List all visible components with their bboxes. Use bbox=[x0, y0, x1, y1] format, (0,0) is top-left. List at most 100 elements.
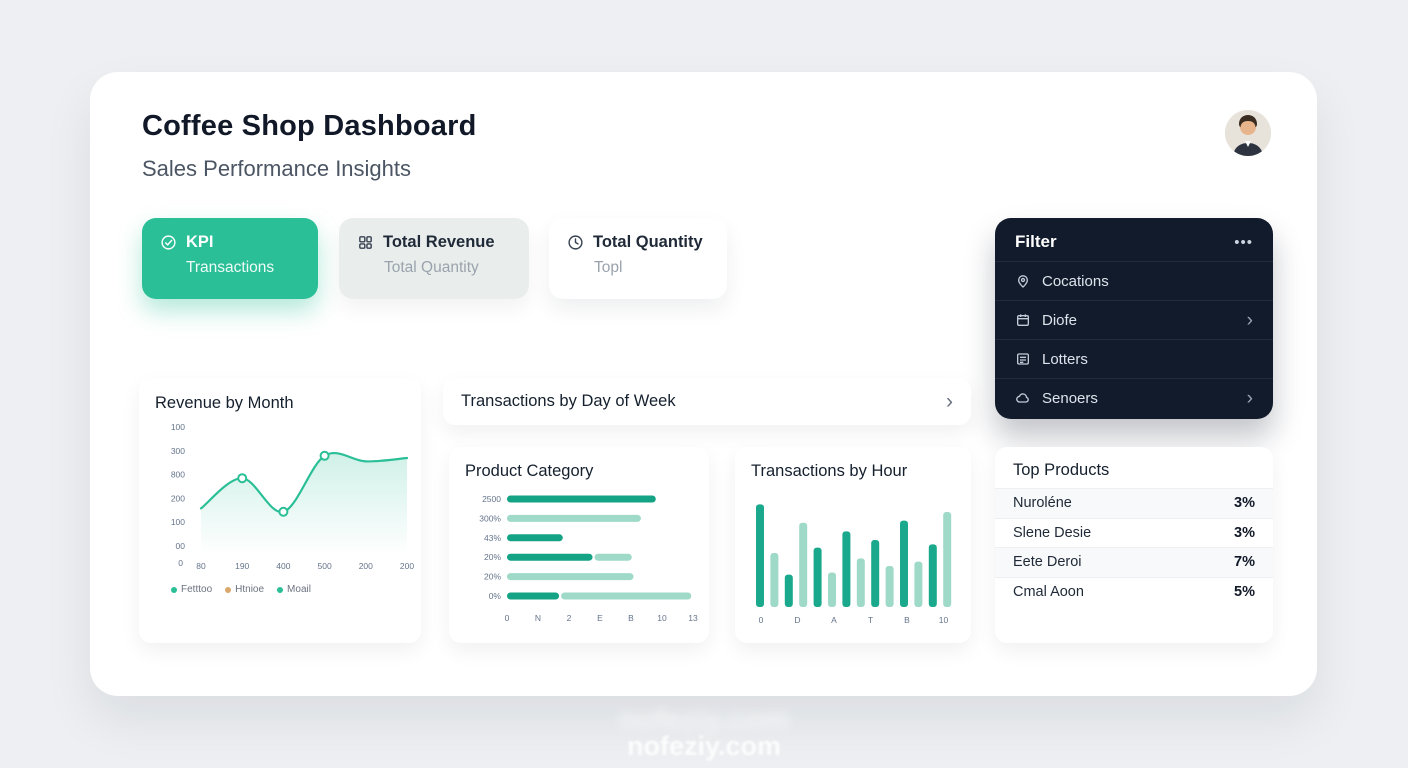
revenue-by-month-panel: Revenue by Month 100 300 800 200 100 00 0 80 190… bbox=[139, 378, 421, 643]
filter-item-senders[interactable]: Senoers › bbox=[995, 378, 1273, 417]
svg-text:100: 100 bbox=[171, 422, 185, 432]
ellipsis-menu-icon[interactable]: ••• bbox=[1234, 233, 1253, 251]
svg-text:B: B bbox=[628, 613, 634, 623]
product-category-panel: Product Category 2500 300% 43% 20% 20% 0% 0 N 2 E… bbox=[449, 447, 709, 643]
svg-text:300: 300 bbox=[171, 446, 185, 456]
svg-text:20%: 20% bbox=[484, 552, 501, 562]
panel-title: Transactions by Hour bbox=[751, 462, 908, 480]
dashboard-card: Coffee Shop Dashboard Sales Performance … bbox=[90, 72, 1317, 696]
kpi-card-transactions[interactable]: KPI Transactions bbox=[142, 218, 318, 299]
location-pin-icon bbox=[1015, 273, 1031, 289]
top-product-row: Cmal Aoon 5% bbox=[995, 576, 1273, 607]
filter-item-date[interactable]: Diofe › bbox=[995, 300, 1273, 339]
calendar-icon bbox=[1015, 312, 1031, 328]
filter-item-locations[interactable]: Cocations bbox=[995, 261, 1273, 300]
svg-text:2: 2 bbox=[567, 613, 572, 623]
hour-bar-chart: 0 D A T B 10 bbox=[751, 485, 971, 632]
svg-text:300%: 300% bbox=[479, 513, 501, 523]
badge-check-icon bbox=[160, 234, 177, 251]
svg-text:E: E bbox=[597, 613, 603, 623]
filter-item-label: Diofe bbox=[1042, 311, 1078, 329]
top-product-row: Nuroléne 3% bbox=[995, 488, 1273, 518]
top-product-row: Eete Deroi 7% bbox=[995, 547, 1273, 577]
chevron-right-icon[interactable]: › bbox=[946, 389, 953, 413]
filter-item-label: Senoers bbox=[1042, 389, 1098, 407]
clock-icon bbox=[567, 234, 584, 251]
legend-label: Htnioe bbox=[235, 584, 265, 595]
watermark-smudge: nofeziy.com bbox=[618, 703, 790, 736]
kpi-subtitle: Total Quantity bbox=[384, 259, 479, 276]
svg-text:10: 10 bbox=[657, 613, 667, 623]
legend-label: Moail bbox=[287, 584, 311, 595]
page-title: Coffee Shop Dashboard bbox=[142, 110, 477, 142]
svg-text:800: 800 bbox=[171, 470, 185, 480]
svg-text:80: 80 bbox=[196, 561, 206, 571]
top-products-panel: Top Products Nuroléne 3% Slene Desie 3% … bbox=[995, 447, 1273, 643]
cloud-icon bbox=[1015, 390, 1031, 406]
panel-title: Top Products bbox=[1013, 461, 1110, 479]
svg-text:43%: 43% bbox=[484, 533, 501, 543]
top-product-row: Slene Desie 3% bbox=[995, 517, 1273, 548]
legend-dot bbox=[171, 586, 177, 593]
kpi-subtitle: Topl bbox=[594, 259, 623, 276]
chevron-right-icon: › bbox=[1246, 387, 1253, 409]
top-products-list: Nuroléne 3% Slene Desie 3% Eete Deroi 7%… bbox=[995, 488, 1273, 606]
legend-item: Moail bbox=[277, 584, 311, 595]
kpi-card-total-quantity[interactable]: Total Quantity Topl bbox=[549, 218, 727, 299]
svg-text:100: 100 bbox=[171, 517, 185, 527]
svg-text:400: 400 bbox=[276, 561, 290, 571]
chart-legend: Fetttoo Htnioe Moail bbox=[155, 584, 421, 595]
svg-text:10: 10 bbox=[939, 615, 949, 625]
product-value: 3% bbox=[1234, 524, 1255, 541]
product-category-bar-chart: 2500 300% 43% 20% 20% 0% 0 N 2 E B 10 13 bbox=[465, 485, 709, 630]
svg-text:500: 500 bbox=[318, 561, 332, 571]
filter-title: Filter bbox=[1015, 232, 1057, 251]
svg-text:20%: 20% bbox=[484, 572, 501, 582]
grid-icon bbox=[357, 234, 374, 251]
svg-text:T: T bbox=[868, 615, 873, 625]
product-value: 3% bbox=[1234, 495, 1255, 512]
svg-text:0: 0 bbox=[759, 615, 764, 625]
product-name: Cmal Aoon bbox=[1013, 583, 1084, 600]
svg-text:190: 190 bbox=[235, 561, 249, 571]
panel-title: Transactions by Day of Week bbox=[461, 392, 676, 410]
svg-text:N: N bbox=[535, 613, 541, 623]
filter-panel: Filter ••• Cocations Diofe › Lotters bbox=[995, 218, 1273, 419]
kpi-title: KPI bbox=[186, 233, 214, 251]
svg-text:200: 200 bbox=[400, 561, 414, 571]
svg-text:0: 0 bbox=[178, 558, 183, 568]
revenue-line-chart: 100 300 800 200 100 00 0 80 190 400 500 200 200 bbox=[155, 417, 421, 586]
kpi-subtitle: Transactions bbox=[186, 259, 275, 276]
chevron-right-icon: › bbox=[1246, 309, 1253, 331]
filter-item-label: Lotters bbox=[1042, 350, 1088, 368]
page-subtitle: Sales Performance Insights bbox=[142, 156, 412, 181]
panel-title: Product Category bbox=[465, 462, 594, 480]
transactions-by-day-panel[interactable]: Transactions by Day of Week › bbox=[443, 378, 971, 425]
kpi-card-total-revenue[interactable]: Total Revenue Total Quantity bbox=[339, 218, 529, 299]
list-icon bbox=[1015, 351, 1031, 367]
kpi-title: Total Revenue bbox=[383, 233, 495, 251]
avatar-image bbox=[1225, 110, 1271, 156]
product-name: Eete Deroi bbox=[1013, 554, 1082, 571]
kpi-title: Total Quantity bbox=[593, 233, 703, 251]
user-avatar[interactable] bbox=[1225, 110, 1271, 156]
legend-item: Htnioe bbox=[225, 584, 264, 595]
filter-item-filters[interactable]: Lotters bbox=[995, 339, 1273, 378]
watermark-text: nofeziy.com bbox=[626, 731, 782, 761]
svg-text:00: 00 bbox=[176, 541, 186, 551]
product-value: 7% bbox=[1234, 554, 1255, 571]
svg-text:B: B bbox=[904, 615, 910, 625]
svg-text:200: 200 bbox=[359, 561, 373, 571]
svg-text:D: D bbox=[794, 615, 800, 625]
panel-title: Revenue by Month bbox=[155, 394, 294, 412]
legend-dot bbox=[277, 586, 284, 593]
product-value: 5% bbox=[1234, 583, 1255, 600]
legend-item: Fetttoo bbox=[171, 584, 212, 595]
svg-text:200: 200 bbox=[171, 493, 185, 503]
watermark: nofeziy.com nofeziy.com bbox=[0, 703, 1408, 762]
filter-item-label: Cocations bbox=[1042, 272, 1109, 290]
svg-text:0%: 0% bbox=[489, 591, 502, 601]
legend-dot bbox=[225, 586, 232, 593]
svg-text:0: 0 bbox=[505, 613, 510, 623]
transactions-by-hour-panel: Transactions by Hour 0 D A T B 10 bbox=[735, 447, 971, 643]
